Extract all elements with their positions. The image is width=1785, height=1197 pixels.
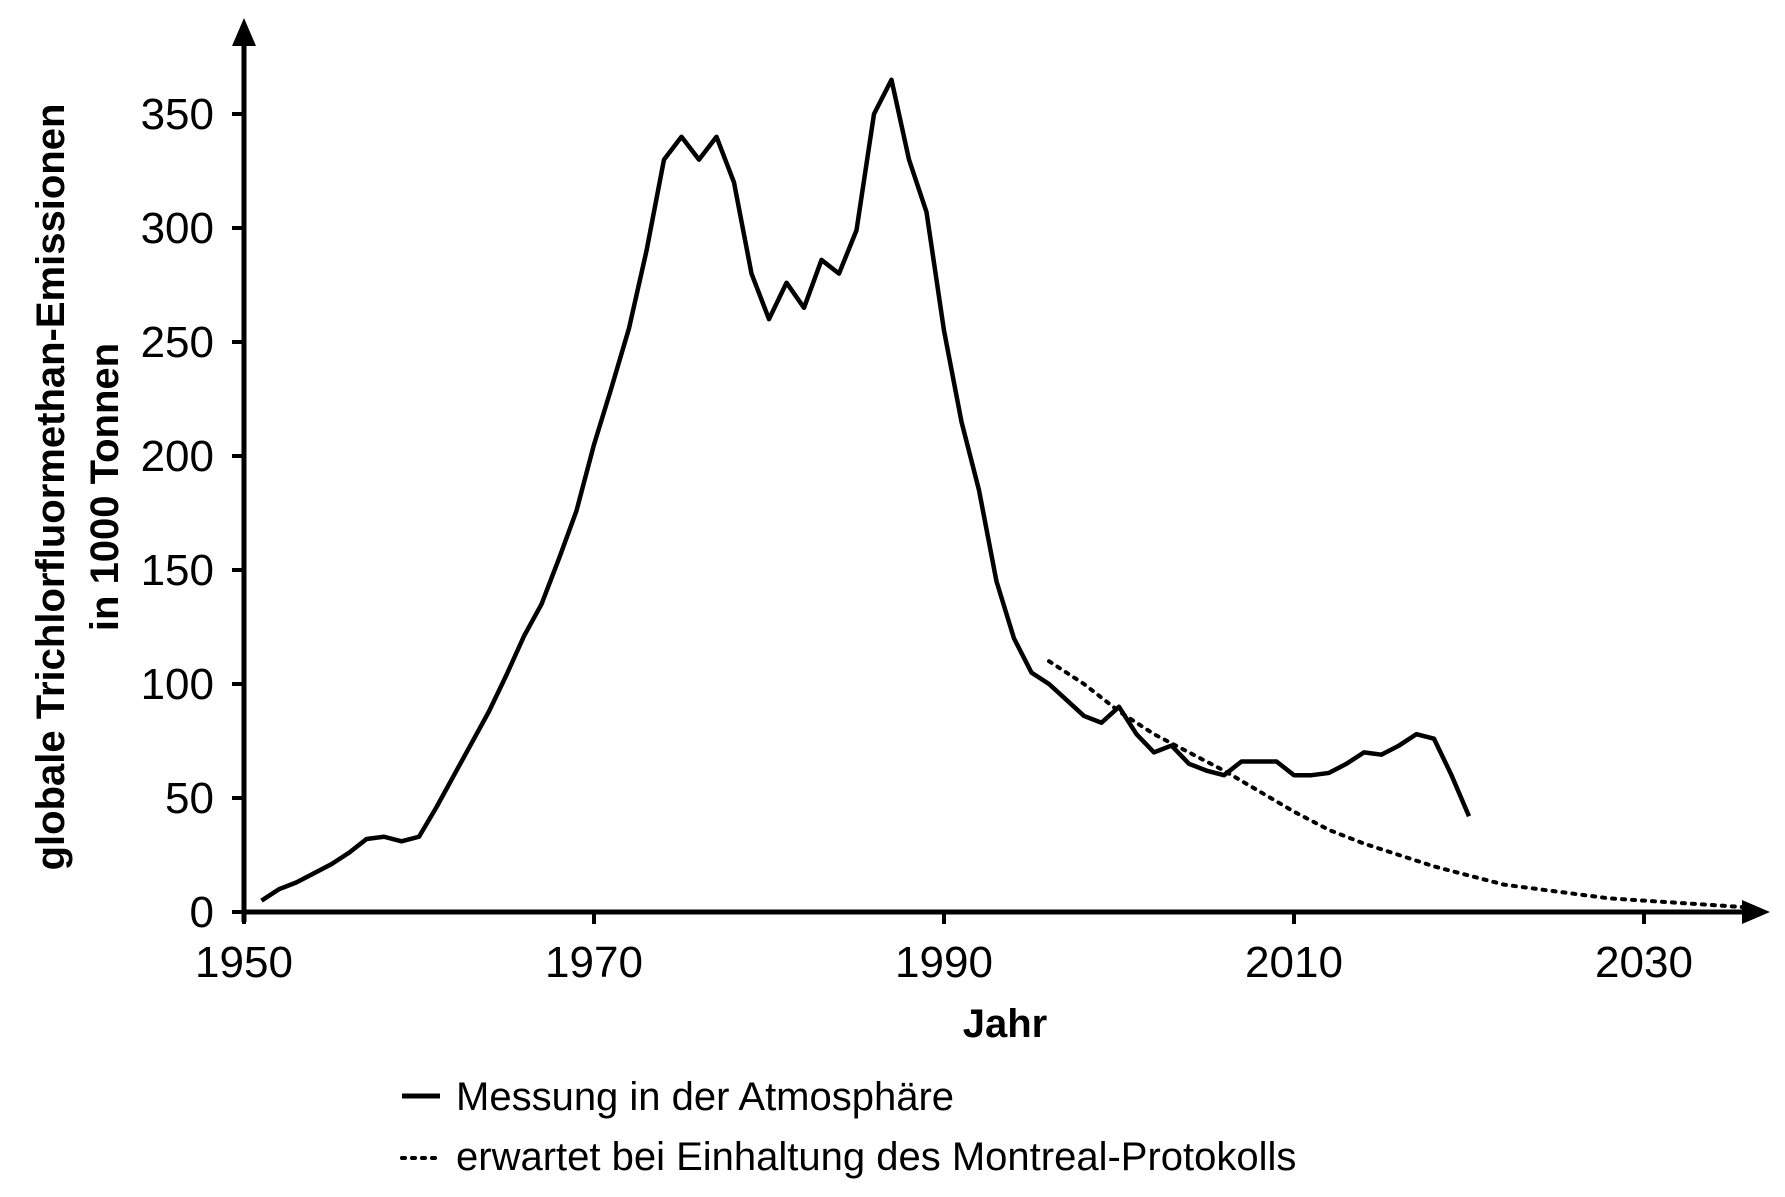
y-tick-label: 350	[141, 90, 214, 139]
y-tick-label: 150	[141, 546, 214, 595]
legend-label-expected: erwartet bei Einhaltung des Montreal-Pro…	[456, 1135, 1296, 1179]
series-group	[260, 77, 1751, 910]
y-axis-title-line1: globale Trichlorfluormethan-Emissionen	[29, 104, 73, 871]
legend-label-measured: Messung in der Atmosphäre	[456, 1075, 954, 1119]
y-axis-arrow	[232, 18, 256, 46]
series-line-expected	[1047, 659, 1751, 910]
x-tick-label: 2010	[1245, 938, 1343, 987]
x-axis-title: Jahr	[963, 1002, 1048, 1046]
y-axis-title-line2: in 1000 Tonnen	[83, 343, 127, 631]
x-tick-label: 1950	[195, 938, 293, 987]
x-tick-label: 1970	[545, 938, 643, 987]
series-line-measured	[260, 77, 1472, 903]
x-tick-label: 1990	[895, 938, 993, 987]
x-axis-arrow	[1742, 900, 1770, 924]
y-tick-label: 0	[190, 888, 214, 937]
y-tick-label: 50	[165, 774, 214, 823]
y-tick-label: 300	[141, 204, 214, 253]
x-tick-label: 2030	[1595, 938, 1693, 987]
axes: 0 50 100 150 200 250 300 350 1950 1970 1990 2010 203…	[141, 18, 1770, 987]
y-tick-label: 200	[141, 432, 214, 481]
legend: Messung in der Atmosphäre erwartet bei E…	[400, 1075, 1296, 1179]
y-tick-label: 250	[141, 318, 214, 367]
y-tick-label: 100	[141, 660, 214, 709]
